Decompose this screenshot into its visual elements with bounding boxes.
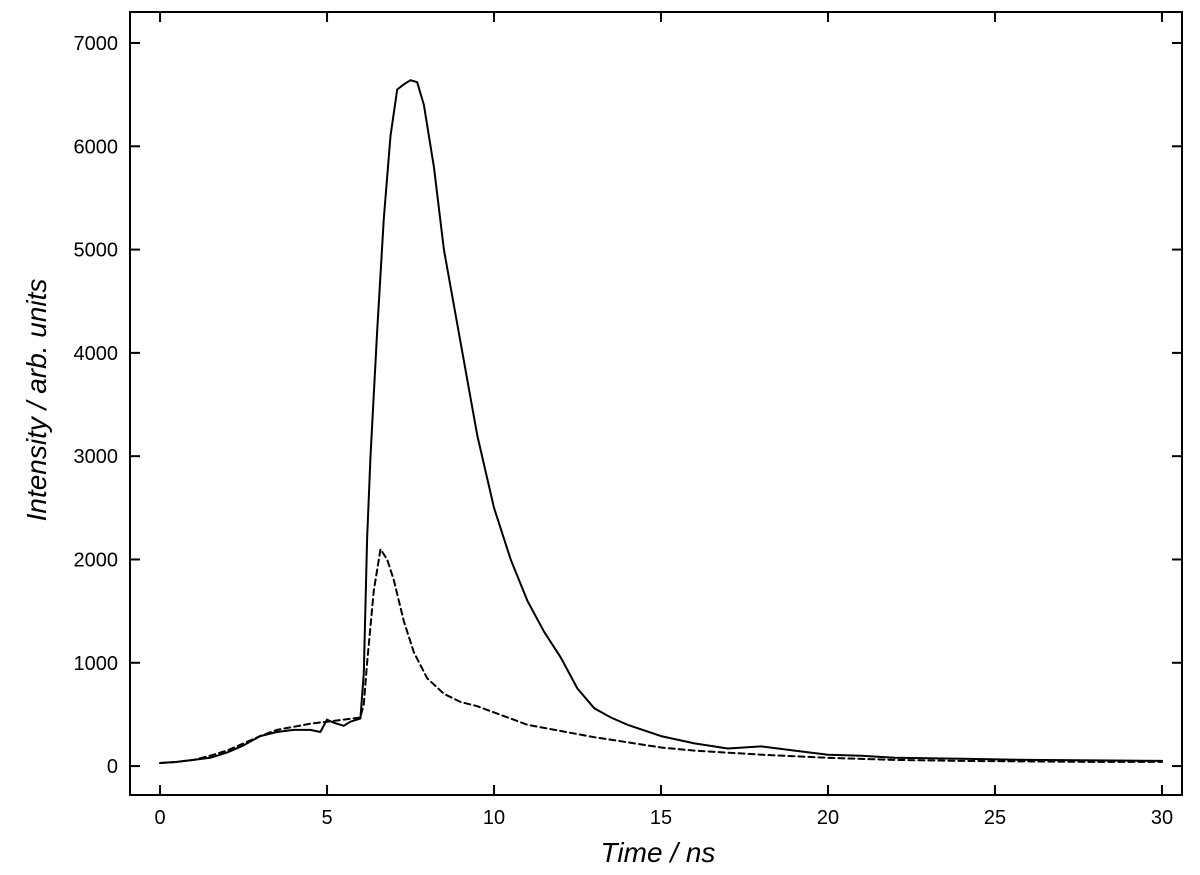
x-axis-title: Time / ns [601,837,716,868]
x-tick-label: 20 [817,807,839,829]
x-tick-label: 15 [650,807,672,829]
y-tick-label: 7000 [74,33,119,55]
dashed-series-line [159,548,1163,764]
tick-labels: 0 5 10 15 20 25 30 0 1000 2000 3000 4000 5000 6000 700… [74,33,1174,829]
x-tick-label: 10 [483,807,505,829]
x-tick-label: 30 [1151,807,1173,829]
y-tick-label: 4000 [74,343,119,365]
x-tick-label: 0 [154,807,165,829]
x-tick-label: 5 [321,807,332,829]
plot-frame [129,11,1183,796]
tick-marks [130,12,1182,795]
y-tick-label: 5000 [74,240,119,262]
solid-series-line [159,79,1163,764]
y-tick-label: 6000 [74,136,119,158]
y-axis-title: Intensity / arb. units [21,279,52,522]
series-lines [159,79,1163,764]
y-tick-label: 2000 [74,549,119,571]
y-tick-label: 3000 [74,446,119,468]
x-tick-label: 25 [984,807,1006,829]
y-tick-label: 0 [107,756,118,778]
y-tick-label: 1000 [74,653,119,675]
